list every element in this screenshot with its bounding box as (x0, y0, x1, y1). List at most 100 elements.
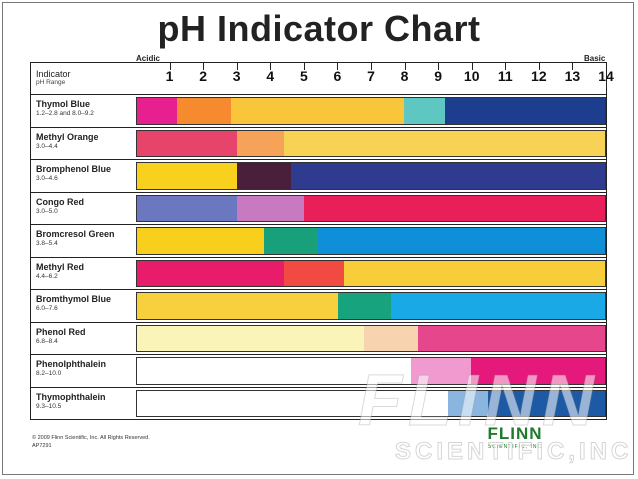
color-segment (230, 98, 405, 124)
tick-mark-4 (270, 62, 272, 70)
indicator-row: Thymol Blue 1.2–2.8 and 8.0–9.2 (30, 94, 607, 127)
color-segment (304, 195, 605, 221)
indicator-row: Bromthymol Blue 6.0–7.6 (30, 289, 607, 322)
tick-label-10: 10 (463, 68, 480, 84)
color-bar (136, 162, 606, 190)
color-segment (337, 293, 392, 319)
color-segment (137, 293, 338, 319)
tick-label-1: 1 (165, 68, 174, 84)
tick-mark-2 (203, 62, 205, 70)
indicator-label: Bromphenol Blue 3.0–4.6 (36, 164, 136, 182)
indicator-label: Methyl Red 4.4–6.2 (36, 262, 136, 280)
color-segment (237, 163, 291, 189)
tick-label-11: 11 (497, 68, 513, 84)
left-border (30, 62, 31, 420)
copyright: © 2009 Flinn Scientific, Inc. All Rights… (32, 434, 150, 450)
color-bar (136, 324, 606, 352)
bottom-border (30, 419, 607, 420)
indicator-name: Congo Red (36, 196, 84, 207)
color-bar (136, 97, 606, 125)
color-segment (137, 130, 238, 156)
color-segment (471, 358, 605, 384)
indicator-row: Methyl Red 4.4–6.2 (30, 256, 607, 290)
tick-mark-7 (371, 62, 372, 70)
indicator-label: Congo Red 3.0–5.0 (36, 197, 136, 215)
tick-mark-12 (538, 62, 540, 70)
color-segment (137, 390, 448, 416)
indicator-name: Methyl Red (36, 261, 85, 272)
indicator-label: Methyl Orange 3.0–4.4 (36, 132, 136, 150)
indicator-range: 6.8–8.4 (36, 337, 58, 345)
indicator-row: Methyl Orange 3.0–4.4 (30, 126, 607, 160)
tick-label-7: 7 (367, 68, 375, 84)
indicator-label: Phenol Red 6.8–8.4 (36, 327, 136, 345)
color-segment (417, 325, 605, 351)
color-segment (137, 325, 365, 351)
tick-label-3: 3 (232, 68, 241, 84)
tick-label-4: 4 (266, 68, 275, 84)
color-segment (137, 98, 178, 124)
color-segment (284, 130, 605, 156)
indicator-label: Bromcresol Green 3.8–5.4 (36, 229, 136, 247)
indicator-range: 4.4–6.2 (36, 272, 58, 280)
color-bar (136, 194, 606, 222)
color-segment (317, 228, 605, 254)
indicator-range: 6.0–7.6 (36, 305, 58, 312)
tick-mark-10 (471, 62, 473, 70)
color-segment (290, 163, 605, 189)
indicator-row: Bromphenol Blue 3.0–4.6 (30, 159, 607, 192)
indicator-name: Phenolphthalein (36, 359, 107, 369)
indicator-range: 3.0–5.0 (36, 207, 58, 215)
color-segment (488, 390, 605, 416)
color-bar (136, 227, 606, 255)
color-segment (177, 98, 231, 124)
indicator-name: Bromphenol Blue (36, 164, 112, 174)
indicator-name: Thymophthalein (36, 391, 106, 402)
indicator-name: Bromthymol Blue (36, 294, 112, 304)
header-indicator: Indicator (36, 69, 71, 79)
tick-mark-8 (404, 62, 406, 70)
indicator-range: 9.3–10.5 (36, 402, 62, 410)
chart-title: pH Indicator Chart (157, 8, 481, 49)
watermark-sub: SCIENTIFIC,INC (394, 438, 633, 466)
indicator-name: Bromcresol Green (36, 229, 115, 239)
color-segment (391, 293, 605, 319)
watermark-main: FLINN (358, 361, 600, 442)
indicator-row: Phenol Red 6.8–8.4 (30, 321, 607, 355)
color-segment (137, 358, 412, 384)
tick-mark-6 (337, 62, 339, 70)
indicator-name: Thymol Blue (36, 99, 91, 109)
tick-mark-1 (169, 62, 171, 70)
tick-mark-9 (438, 62, 440, 70)
tick-label-6: 6 (333, 68, 342, 84)
indicator-row: Bromcresol Green 3.8–5.4 (30, 224, 607, 257)
tick-label-12: 12 (531, 68, 547, 84)
indicator-label: Thymol Blue 1.2–2.8 and 8.0–9.2 (36, 99, 136, 117)
color-segment (404, 98, 445, 124)
logo-main: FLINN (487, 424, 543, 443)
basic-label: Basic (584, 54, 606, 63)
indicator-label: Bromthymol Blue 6.0–7.6 (36, 294, 136, 312)
indicator-range: 3.0–4.6 (36, 175, 58, 182)
indicator-range: 3.0–4.4 (36, 142, 58, 150)
color-segment (264, 228, 318, 254)
right-border (606, 62, 607, 420)
indicator-row: Congo Red 3.0–5.0 (30, 191, 607, 225)
color-segment (344, 260, 605, 286)
tick-mark-5 (303, 62, 305, 70)
color-bar (136, 357, 606, 385)
indicator-label: Phenolphthalein 8.2–10.0 (36, 359, 136, 377)
tick-label-13: 13 (564, 68, 581, 84)
indicator-row: Phenolphthalein 8.2–10.0 (30, 354, 607, 387)
indicator-range: 8.2–10.0 (36, 370, 62, 377)
color-segment (444, 98, 605, 124)
tick-label-8: 8 (400, 68, 409, 84)
color-segment (237, 195, 305, 221)
header-label: Indicator pH Range (36, 69, 71, 86)
copyright-line1: © 2009 Flinn Scientific, Inc. All Rights… (32, 435, 150, 441)
tick-mark-3 (236, 62, 238, 70)
indicator-range: 3.8–5.4 (36, 240, 58, 247)
copyright-line2: AP7291 (32, 443, 52, 449)
color-segment (137, 163, 238, 189)
indicator-name: Phenol Red (36, 326, 86, 337)
